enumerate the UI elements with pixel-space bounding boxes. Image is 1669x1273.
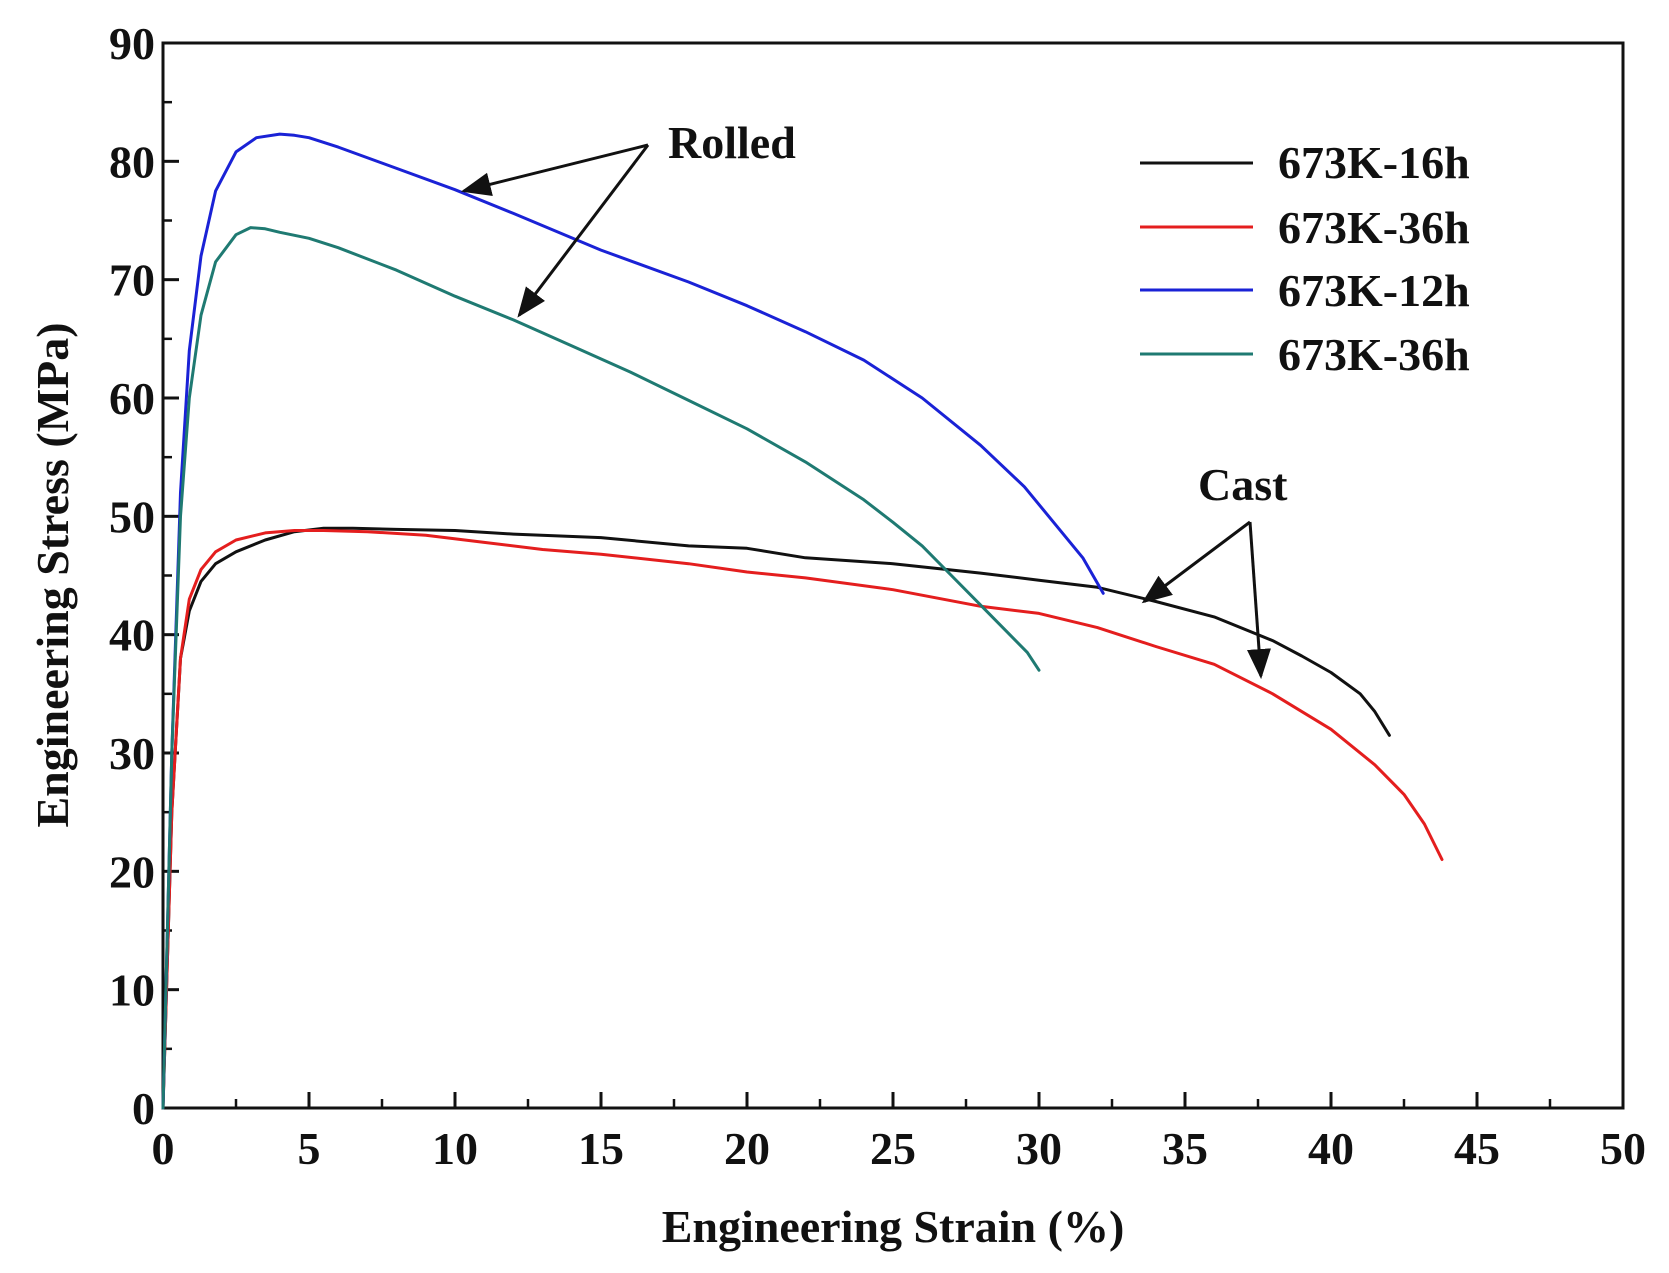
- annotation-cast-label: Cast: [1198, 459, 1288, 510]
- x-tick-label: 35: [1162, 1123, 1208, 1174]
- series-line-3: [161, 226, 1041, 1110]
- x-tick-label: 0: [152, 1123, 175, 1174]
- x-tick-label: 45: [1454, 1123, 1500, 1174]
- x-tick-label: 30: [1016, 1123, 1062, 1174]
- y-tick-label: 90: [109, 18, 155, 69]
- annotation-cast-arrow-2: [1247, 521, 1271, 680]
- y-tick-label: 0: [132, 1083, 155, 1134]
- x-tick-label: 20: [724, 1123, 770, 1174]
- y-axis-ticks: 0 10 20 30 40 50 60 70 80 90: [109, 18, 179, 1134]
- legend-label-0: 673K-16h: [1278, 137, 1470, 188]
- y-axis-title: Engineering Stress (MPa): [27, 322, 78, 827]
- legend-label-1: 673K-36h: [1278, 202, 1470, 253]
- x-axis-title: Engineering Strain (%): [662, 1201, 1125, 1252]
- y-tick-label: 80: [109, 136, 155, 187]
- series-line-2: [161, 132, 1105, 1110]
- series-line-0: [161, 526, 1391, 1110]
- annotation-rolled: Rolled: [460, 117, 796, 318]
- x-axis-ticks: 0 5 10 15 20 25 30 35 40 45 50: [152, 1092, 1646, 1174]
- x-tick-label: 50: [1600, 1123, 1646, 1174]
- y-tick-label: 70: [109, 255, 155, 306]
- annotation-rolled-arrow-2: [517, 144, 650, 318]
- x-tick-label: 10: [432, 1123, 478, 1174]
- legend-label-2: 673K-12h: [1278, 265, 1470, 316]
- legend-label-3: 673K-36h: [1278, 329, 1470, 380]
- x-tick-label: 15: [578, 1123, 624, 1174]
- x-tick-label: 40: [1308, 1123, 1354, 1174]
- y-tick-label: 10: [109, 965, 155, 1016]
- y-tick-label: 20: [109, 846, 155, 897]
- series-layer: [161, 132, 1444, 1110]
- annotation-cast-arrow-1: [1141, 520, 1251, 604]
- annotation-cast: Cast: [1141, 459, 1288, 680]
- y-tick-label: 60: [109, 373, 155, 424]
- y-tick-label: 50: [109, 491, 155, 542]
- y-tick-label: 30: [109, 728, 155, 779]
- annotation-rolled-label: Rolled: [668, 117, 796, 168]
- y-tick-label: 40: [109, 610, 155, 661]
- annotation-rolled-arrow-1: [460, 143, 649, 197]
- x-tick-label: 5: [298, 1123, 321, 1174]
- legend: 673K-16h 673K-36h 673K-12h 673K-36h: [1140, 137, 1470, 380]
- x-tick-label: 25: [870, 1123, 916, 1174]
- series-line-1: [161, 529, 1444, 1110]
